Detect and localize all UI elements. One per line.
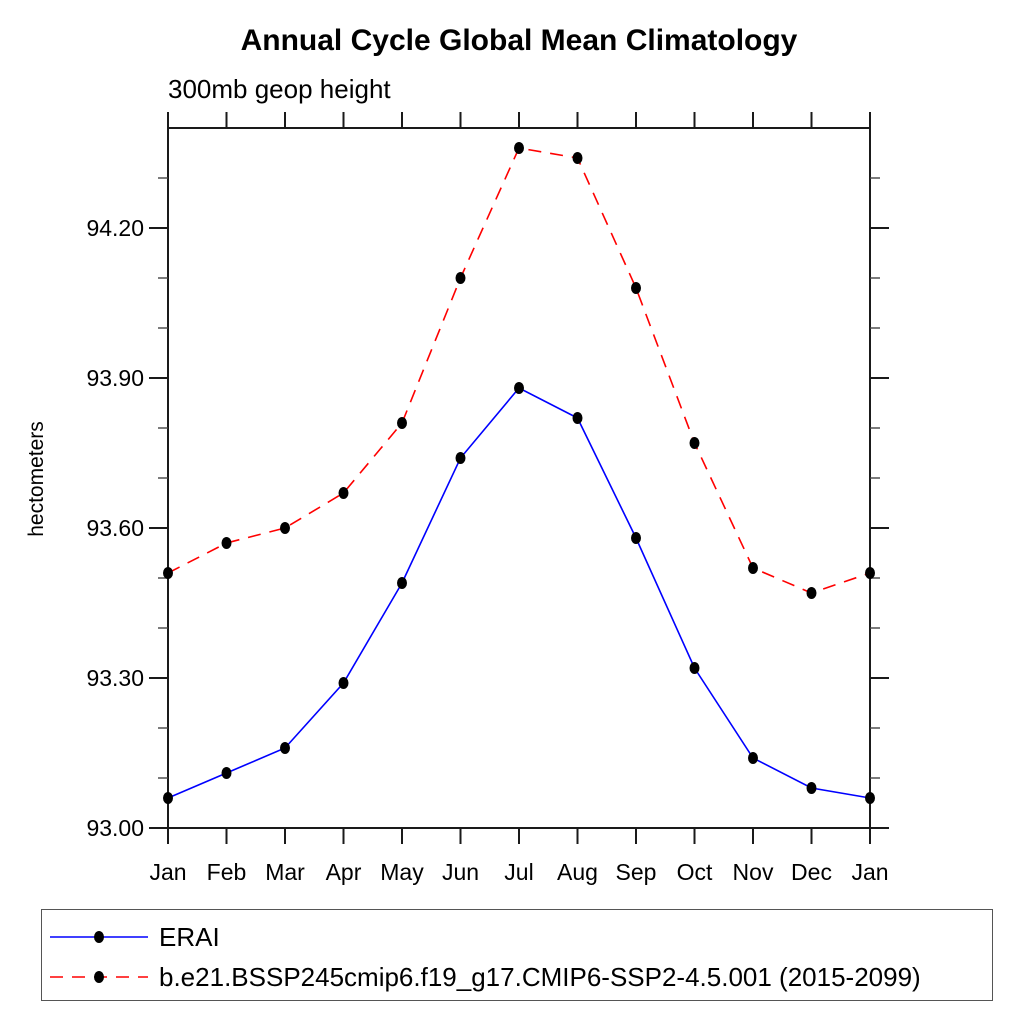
- data-point-erai-0: [163, 792, 173, 804]
- x-tick-label: Dec: [791, 859, 832, 885]
- y-tick-label: 94.20: [86, 215, 144, 241]
- x-tick-label: May: [380, 859, 424, 885]
- data-point-erai-7: [572, 412, 583, 424]
- legend-row-erai: ERAI: [42, 917, 992, 957]
- x-tick-label: Jul: [504, 859, 533, 885]
- chart-subtitle: 300mb geop height: [168, 74, 391, 104]
- data-point-model-8: [631, 282, 641, 294]
- x-tick-label: Aug: [557, 859, 598, 885]
- data-point-erai-5: [455, 452, 466, 464]
- data-point-model-5: [455, 272, 466, 284]
- data-point-erai-6: [514, 382, 524, 394]
- legend-row-model: b.e21.BSSP245cmip6.f19_g17.CMIP6-SSP2-4.…: [42, 957, 992, 997]
- data-point-model-6: [514, 142, 524, 154]
- chart-title: Annual Cycle Global Mean Climatology: [240, 24, 798, 57]
- data-point-erai-3: [338, 677, 349, 689]
- data-point-model-3: [338, 487, 349, 499]
- series-line-erai: [167, 386, 871, 799]
- y-axis-label: hectometers: [25, 421, 48, 537]
- plot-frame: [167, 127, 871, 829]
- y-tick-label: 93.60: [86, 515, 144, 541]
- data-point-erai-9: [689, 662, 700, 674]
- erai-line-swatch: [50, 931, 148, 943]
- data-point-erai-10: [748, 752, 758, 764]
- data-point-model-1: [221, 537, 232, 549]
- x-tick-label: Feb: [207, 859, 247, 885]
- x-tick-label: Jan: [851, 859, 888, 885]
- data-point-model-12: [865, 567, 875, 579]
- data-point-erai-12: [865, 792, 875, 804]
- data-point-erai-11: [806, 782, 817, 794]
- x-tick-label: Jun: [442, 859, 479, 885]
- data-point-model-2: [280, 522, 290, 534]
- data-point-model-0: [163, 567, 173, 579]
- legend-label-model: b.e21.BSSP245cmip6.f19_g17.CMIP6-SSP2-4.…: [159, 961, 921, 992]
- model-line-swatch: [50, 971, 148, 983]
- y-tick-label: 93.00: [86, 815, 144, 841]
- data-point-erai-8: [631, 532, 641, 544]
- data-point-model-9: [689, 437, 700, 449]
- x-tick-label: Apr: [326, 859, 362, 885]
- data-point-model-10: [748, 562, 758, 574]
- x-tick-label: Nov: [733, 859, 774, 885]
- x-tick-label: Oct: [677, 859, 713, 885]
- series-line-model: [167, 147, 871, 594]
- data-point-model-11: [806, 587, 817, 599]
- y-tick-label: 93.30: [86, 665, 144, 691]
- data-point-erai-2: [280, 742, 290, 754]
- y-tick-label: 93.90: [86, 365, 144, 391]
- data-point-model-4: [397, 417, 407, 429]
- x-tick-label: Sep: [616, 859, 657, 885]
- data-point-erai-4: [397, 577, 407, 589]
- x-tick-label: Mar: [265, 859, 305, 885]
- data-point-model-7: [572, 152, 583, 164]
- data-point-erai-1: [221, 767, 232, 779]
- x-tick-label: Jan: [149, 859, 186, 885]
- legend-label-erai: ERAI: [159, 921, 220, 952]
- legend-box: ERAI b.e21.BSSP245cmip6.f19_g17.CMIP6-SS…: [41, 909, 993, 1001]
